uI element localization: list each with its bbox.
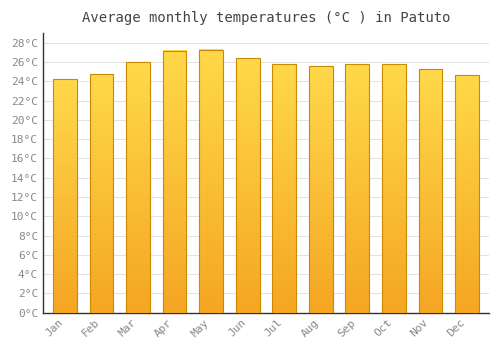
Bar <box>53 79 77 313</box>
Bar <box>236 58 260 313</box>
Bar <box>126 62 150 313</box>
Title: Average monthly temperatures (°C ) in Patuto: Average monthly temperatures (°C ) in Pa… <box>82 11 450 25</box>
Bar <box>272 64 296 313</box>
Bar <box>418 69 442 313</box>
Bar <box>309 66 332 313</box>
Bar <box>382 64 406 313</box>
Bar <box>199 50 223 313</box>
Bar <box>455 75 479 313</box>
Bar <box>162 50 186 313</box>
Bar <box>90 74 114 313</box>
Bar <box>346 64 369 313</box>
